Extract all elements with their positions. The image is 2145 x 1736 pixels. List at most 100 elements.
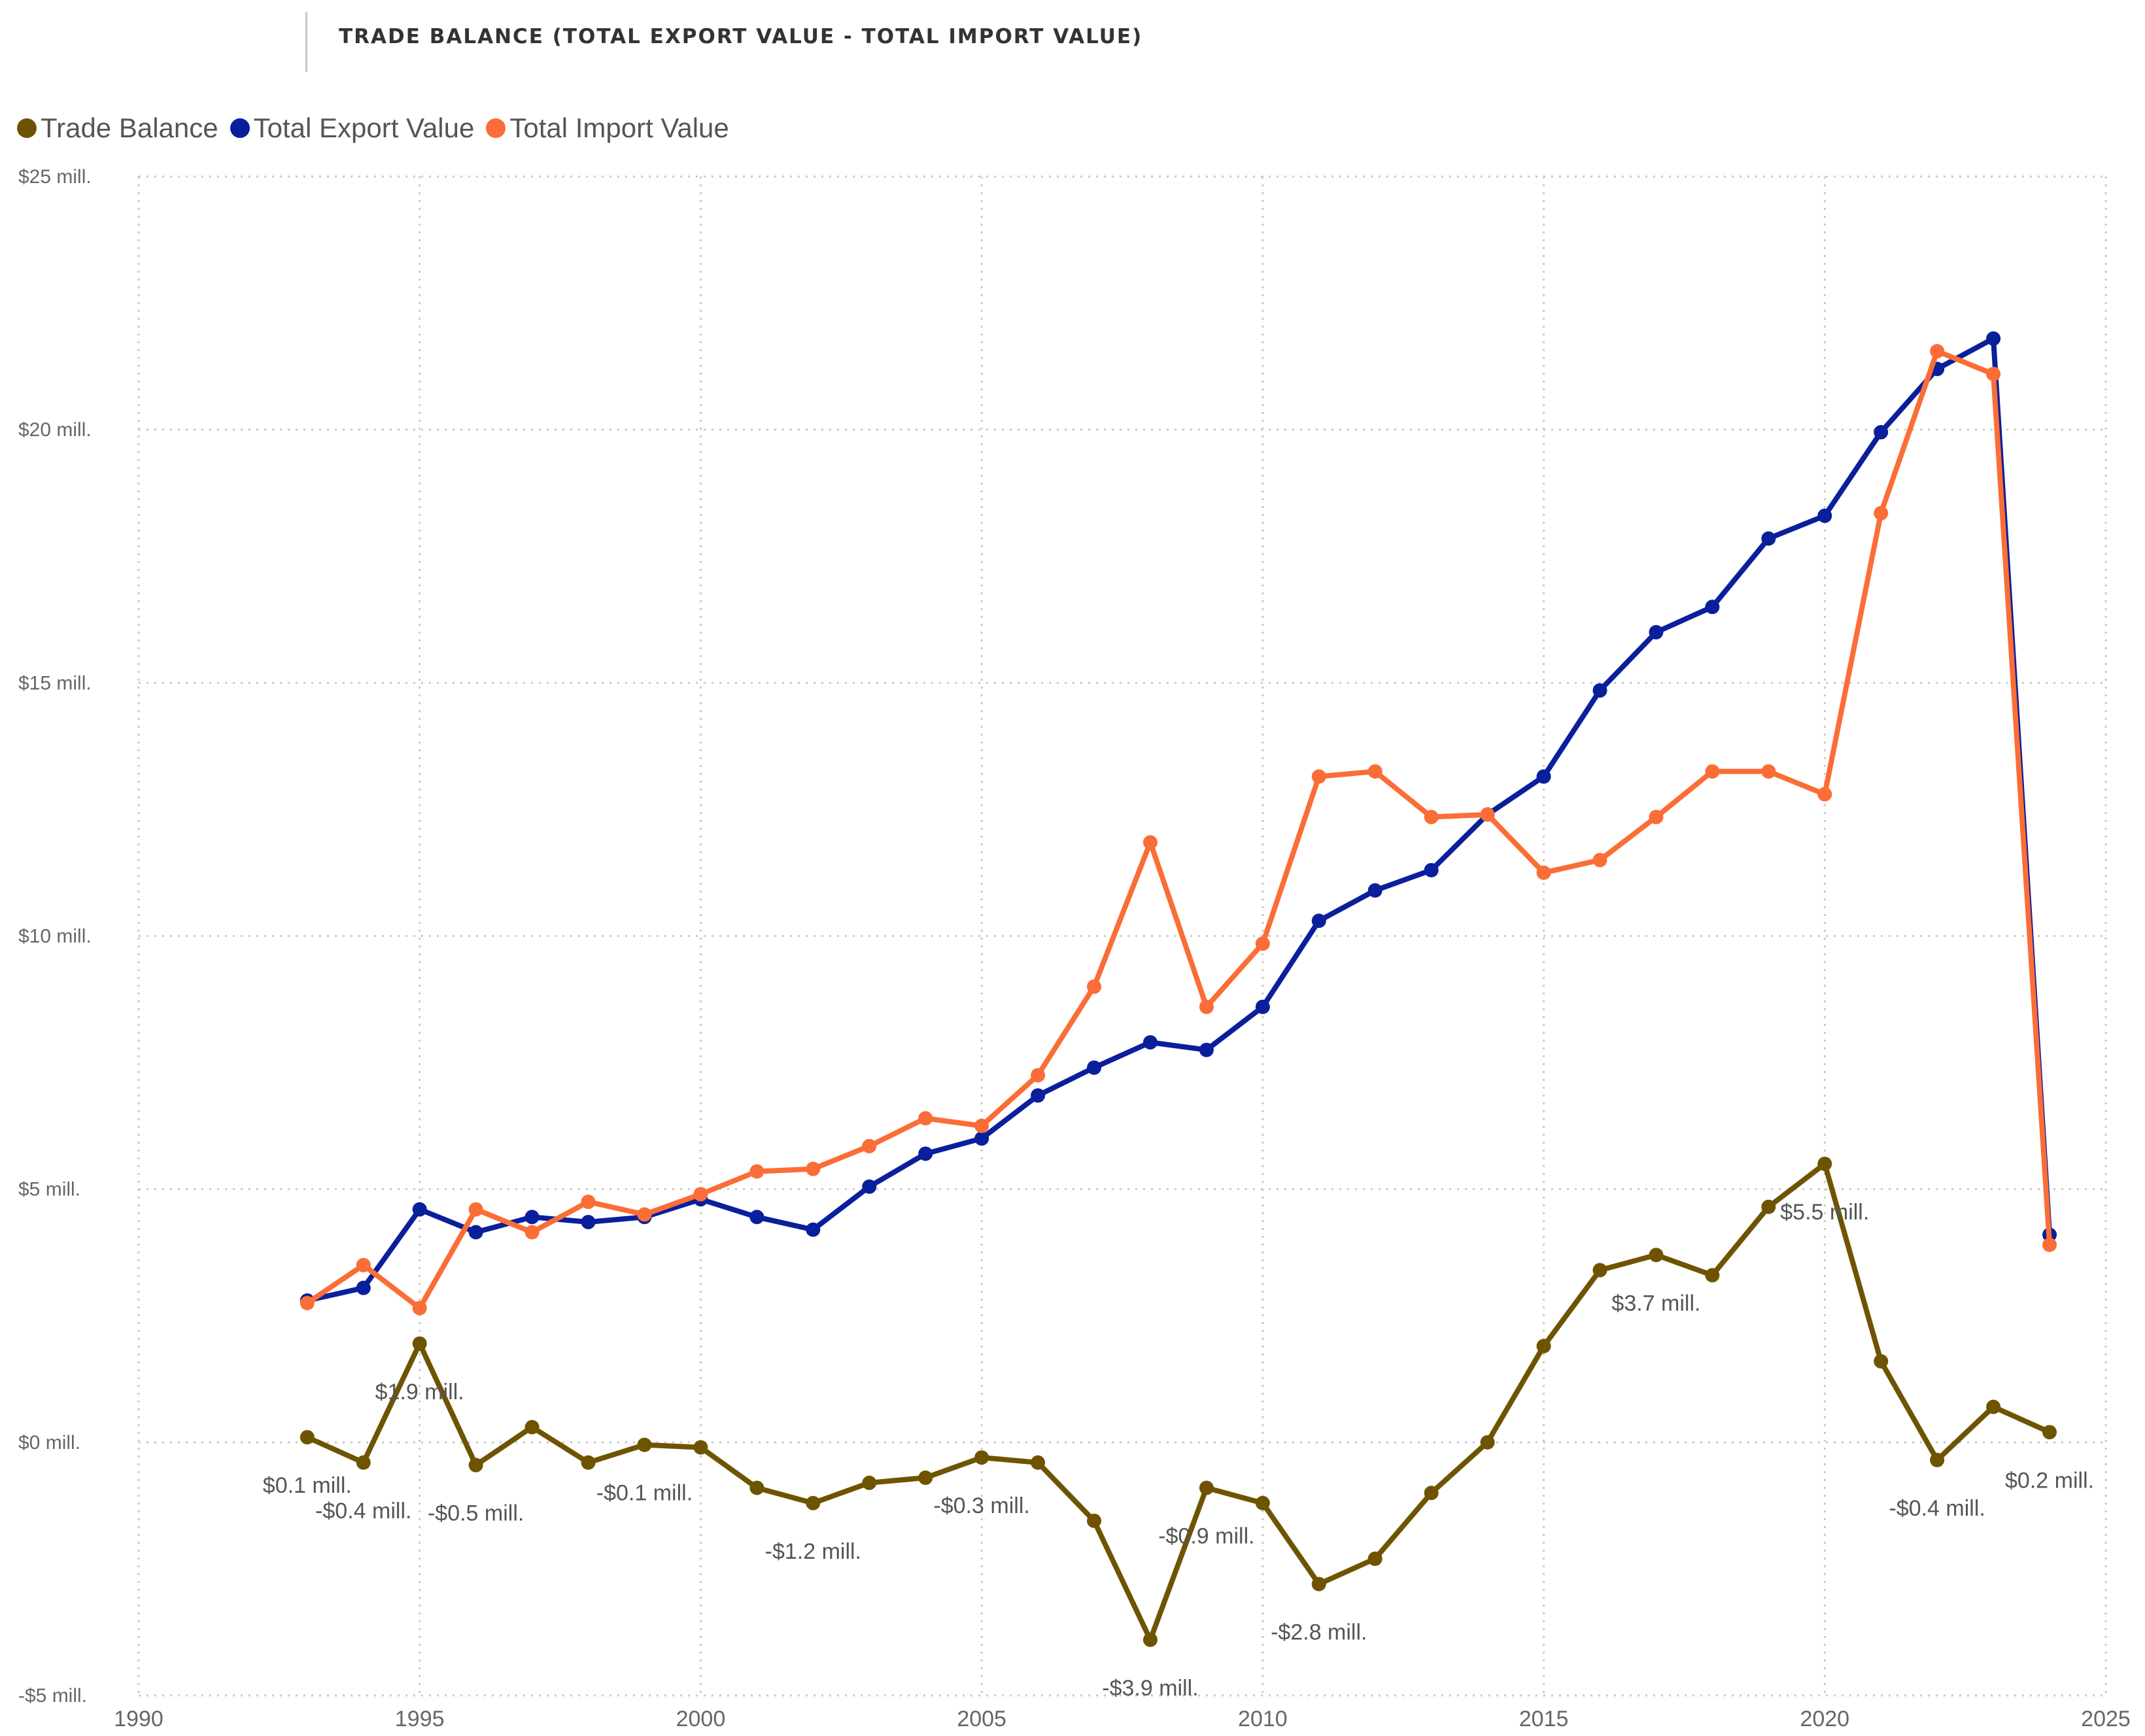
x-tick-label: 2025 xyxy=(2081,1707,2131,1731)
data-point-total-import-value xyxy=(1424,809,1439,825)
x-tick-label: 2015 xyxy=(1519,1707,1569,1731)
data-label: -$3.9 mill. xyxy=(1102,1676,1198,1701)
x-tick-label: 1990 xyxy=(114,1707,163,1731)
legend-label-trade-balance: Trade Balance xyxy=(41,112,218,143)
data-point-trade-balance xyxy=(1649,1248,1664,1263)
data-point-total-export-value xyxy=(749,1210,764,1225)
data-point-total-import-value xyxy=(356,1257,371,1272)
data-point-total-export-value xyxy=(1424,862,1439,877)
data-point-total-import-value xyxy=(974,1118,989,1133)
data-point-total-import-value xyxy=(1311,769,1326,784)
data-point-total-import-value xyxy=(1480,807,1495,822)
data-point-trade-balance xyxy=(1367,1551,1382,1566)
y-tick-label: $25 mill. xyxy=(18,166,92,188)
series-line-total-import-value xyxy=(304,349,2053,1311)
data-point-total-export-value xyxy=(356,1280,371,1295)
legend-item-total-import-value[interactable]: Total Import Value xyxy=(486,112,729,144)
data-point-trade-balance xyxy=(1255,1495,1270,1510)
data-point-total-export-value xyxy=(1536,769,1551,784)
data-point-total-export-value xyxy=(1199,1042,1214,1057)
data-point-trade-balance xyxy=(1705,1268,1720,1283)
data-point-total-export-value xyxy=(1311,913,1326,928)
data-point-total-import-value xyxy=(1930,344,1945,359)
legend-marker-trade-balance xyxy=(17,118,37,138)
data-label: -$0.4 mill. xyxy=(1889,1496,1985,1521)
data-point-total-import-value xyxy=(693,1187,708,1202)
data-point-trade-balance xyxy=(1424,1486,1439,1501)
data-point-total-import-value xyxy=(1705,764,1720,779)
series-line-total-export-value xyxy=(304,335,2053,1303)
data-point-trade-balance xyxy=(2042,1425,2057,1440)
header-divider xyxy=(305,12,307,72)
data-point-trade-balance xyxy=(1031,1455,1046,1470)
data-point-total-import-value xyxy=(1649,809,1664,825)
data-point-total-import-value xyxy=(581,1195,596,1210)
data-point-total-import-value xyxy=(1087,979,1102,994)
series-layer xyxy=(300,331,2057,1647)
grid-layer xyxy=(137,175,2107,1697)
series-line-trade-balance xyxy=(304,1161,2053,1642)
data-point-total-export-value xyxy=(581,1214,596,1229)
data-point-total-export-value xyxy=(468,1225,483,1240)
y-tick-label: -$5 mill. xyxy=(18,1685,87,1707)
legend-marker-total-import-value xyxy=(486,118,506,138)
data-point-total-export-value xyxy=(1705,600,1720,615)
data-point-total-export-value xyxy=(1087,1060,1102,1075)
data-point-total-export-value xyxy=(1761,531,1776,546)
y-tick-label: $10 mill. xyxy=(18,926,92,947)
x-tick-label: 2000 xyxy=(676,1707,726,1731)
legend-item-total-export-value[interactable]: Total Export Value xyxy=(230,112,474,144)
data-point-total-export-value xyxy=(862,1179,877,1194)
data-point-total-import-value xyxy=(468,1202,483,1217)
data-point-total-import-value xyxy=(918,1111,933,1126)
data-point-total-import-value xyxy=(1142,835,1158,850)
y-tick-label: $0 mill. xyxy=(18,1432,80,1454)
data-label: $3.7 mill. xyxy=(1611,1291,1700,1316)
data-point-trade-balance xyxy=(524,1420,540,1435)
data-point-trade-balance xyxy=(300,1430,315,1445)
legend-item-trade-balance[interactable]: Trade Balance xyxy=(17,112,218,144)
data-point-total-export-value xyxy=(1367,883,1382,898)
data-point-trade-balance xyxy=(1874,1353,1889,1369)
x-tick-label: 1995 xyxy=(395,1707,445,1731)
data-point-total-import-value xyxy=(1031,1068,1046,1083)
axis-layer: -$5 mill. $0 mill. $5 mill. $10 mill. $15 mi… xyxy=(18,166,2131,1731)
data-point-trade-balance xyxy=(1817,1156,1832,1171)
data-point-total-export-value xyxy=(1142,1035,1158,1050)
x-tick-label: 2020 xyxy=(1800,1707,1849,1731)
data-point-trade-balance xyxy=(918,1471,933,1486)
data-point-total-import-value xyxy=(412,1301,427,1316)
data-point-total-import-value xyxy=(637,1207,652,1222)
data-label: -$0.4 mill. xyxy=(315,1499,411,1523)
data-point-total-import-value xyxy=(1199,999,1214,1014)
data-point-total-import-value xyxy=(1592,853,1607,868)
data-point-trade-balance xyxy=(356,1455,371,1470)
data-point-trade-balance xyxy=(1930,1452,1945,1467)
data-point-trade-balance xyxy=(862,1475,877,1490)
data-label: -$0.3 mill. xyxy=(933,1493,1029,1518)
data-point-total-export-value xyxy=(524,1210,540,1225)
data-point-trade-balance xyxy=(974,1450,989,1465)
data-point-total-import-value xyxy=(1536,865,1551,880)
data-label: $0.2 mill. xyxy=(2005,1468,2094,1493)
data-point-total-export-value xyxy=(806,1222,821,1237)
x-tick-label: 2005 xyxy=(957,1707,1006,1731)
data-point-trade-balance xyxy=(1761,1199,1776,1214)
data-point-total-import-value xyxy=(300,1295,315,1310)
data-point-trade-balance xyxy=(412,1336,427,1351)
legend-label-total-import-value: Total Import Value xyxy=(509,112,729,143)
data-point-total-export-value xyxy=(1592,683,1607,698)
data-point-total-export-value xyxy=(974,1131,989,1146)
y-tick-label: $15 mill. xyxy=(18,672,92,694)
data-point-total-import-value xyxy=(1986,366,2001,381)
data-point-total-export-value xyxy=(1255,999,1270,1014)
x-tick-label: 2010 xyxy=(1238,1707,1288,1731)
data-point-total-export-value xyxy=(412,1202,427,1217)
data-point-trade-balance xyxy=(637,1437,652,1452)
data-point-total-import-value xyxy=(524,1225,540,1240)
data-point-total-export-value xyxy=(1031,1088,1046,1103)
data-point-trade-balance xyxy=(1199,1480,1214,1495)
data-label: -$2.8 mill. xyxy=(1271,1620,1367,1645)
data-label: $5.5 mill. xyxy=(1780,1200,1869,1225)
